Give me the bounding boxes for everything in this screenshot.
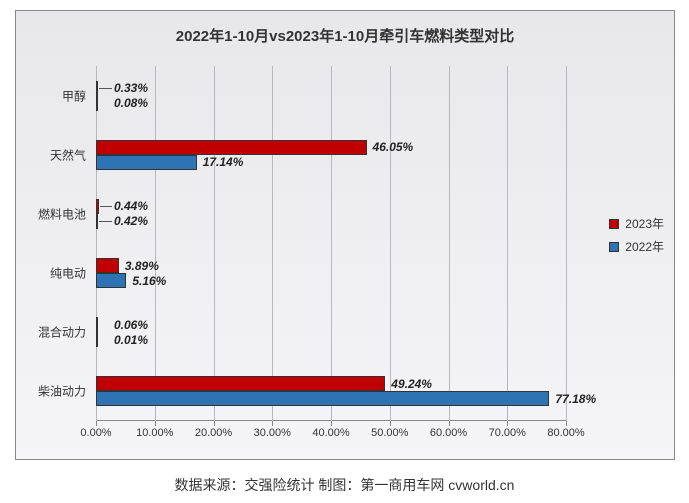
legend-label: 2022年 — [625, 238, 664, 255]
bar — [96, 140, 367, 155]
bar-value-label: 0.42% — [114, 214, 148, 228]
bar — [96, 391, 549, 406]
category-label: 燃料电池 — [38, 205, 96, 222]
chart-container: 2022年1-10月vs2023年1-10月牵引车燃料类型对比 0.00%10.… — [0, 0, 689, 503]
category-label: 天然气 — [50, 146, 96, 163]
leader-line — [99, 221, 112, 222]
x-tick-label: 0.00% — [80, 421, 111, 439]
bar-value-label: 77.18% — [555, 392, 596, 406]
bar — [96, 214, 98, 229]
bar — [96, 199, 99, 214]
bar — [96, 332, 98, 347]
x-tick-label: 50.00% — [371, 421, 408, 439]
x-tick-label: 30.00% — [254, 421, 291, 439]
bar — [96, 376, 385, 391]
bar-value-label: 0.44% — [114, 199, 148, 213]
category-label: 纯电动 — [50, 265, 96, 282]
legend: 2023年 2022年 — [609, 209, 664, 261]
category-group: 纯电动3.89%5.16% — [96, 244, 566, 303]
bar-value-label: 46.05% — [373, 140, 414, 154]
category-label: 甲醇 — [62, 87, 96, 104]
x-tick-label: 10.00% — [136, 421, 173, 439]
bar-value-label: 17.14% — [203, 155, 244, 169]
category-group: 混合动力0.06%0.01% — [96, 303, 566, 362]
bar-value-label: 0.08% — [114, 96, 148, 110]
bar-value-label: 0.06% — [114, 318, 148, 332]
bar-value-label: 49.24% — [391, 377, 432, 391]
category-group: 甲醇0.33%0.08% — [96, 66, 566, 125]
plot-region: 0.00%10.00%20.00%30.00%40.00%50.00%60.00… — [96, 66, 566, 421]
legend-item: 2023年 — [609, 215, 664, 232]
x-tick-label: 70.00% — [489, 421, 526, 439]
gridline — [566, 66, 567, 421]
legend-label: 2023年 — [625, 215, 664, 232]
chart-area: 2022年1-10月vs2023年1-10月牵引车燃料类型对比 0.00%10.… — [15, 10, 675, 460]
bar — [96, 96, 98, 111]
bar — [96, 81, 98, 96]
bar — [96, 273, 126, 288]
category-label: 柴油动力 — [38, 383, 96, 400]
legend-swatch — [609, 219, 619, 229]
bar-value-label: 0.33% — [114, 81, 148, 95]
bar-value-label: 0.01% — [114, 333, 148, 347]
x-tick-label: 80.00% — [547, 421, 584, 439]
bar — [96, 155, 197, 170]
x-tick-label: 20.00% — [195, 421, 232, 439]
bar-value-label: 5.16% — [132, 274, 166, 288]
chart-title: 2022年1-10月vs2023年1-10月牵引车燃料类型对比 — [16, 25, 674, 46]
legend-item: 2022年 — [609, 238, 664, 255]
bar-value-label: 3.89% — [125, 259, 159, 273]
x-tick-label: 60.00% — [430, 421, 467, 439]
source-line: 数据来源：交强险统计 制图：第一商用车网 cvworld.cn — [0, 475, 689, 495]
leader-line — [100, 206, 112, 207]
category-group: 燃料电池0.44%0.42% — [96, 184, 566, 243]
bar — [96, 258, 119, 273]
x-tick-label: 40.00% — [312, 421, 349, 439]
category-group: 天然气46.05%17.14% — [96, 125, 566, 184]
leader-line — [99, 88, 112, 89]
category-group: 柴油动力49.24%77.18% — [96, 362, 566, 421]
category-label: 混合动力 — [38, 324, 96, 341]
bar — [96, 317, 98, 332]
legend-swatch — [609, 242, 619, 252]
